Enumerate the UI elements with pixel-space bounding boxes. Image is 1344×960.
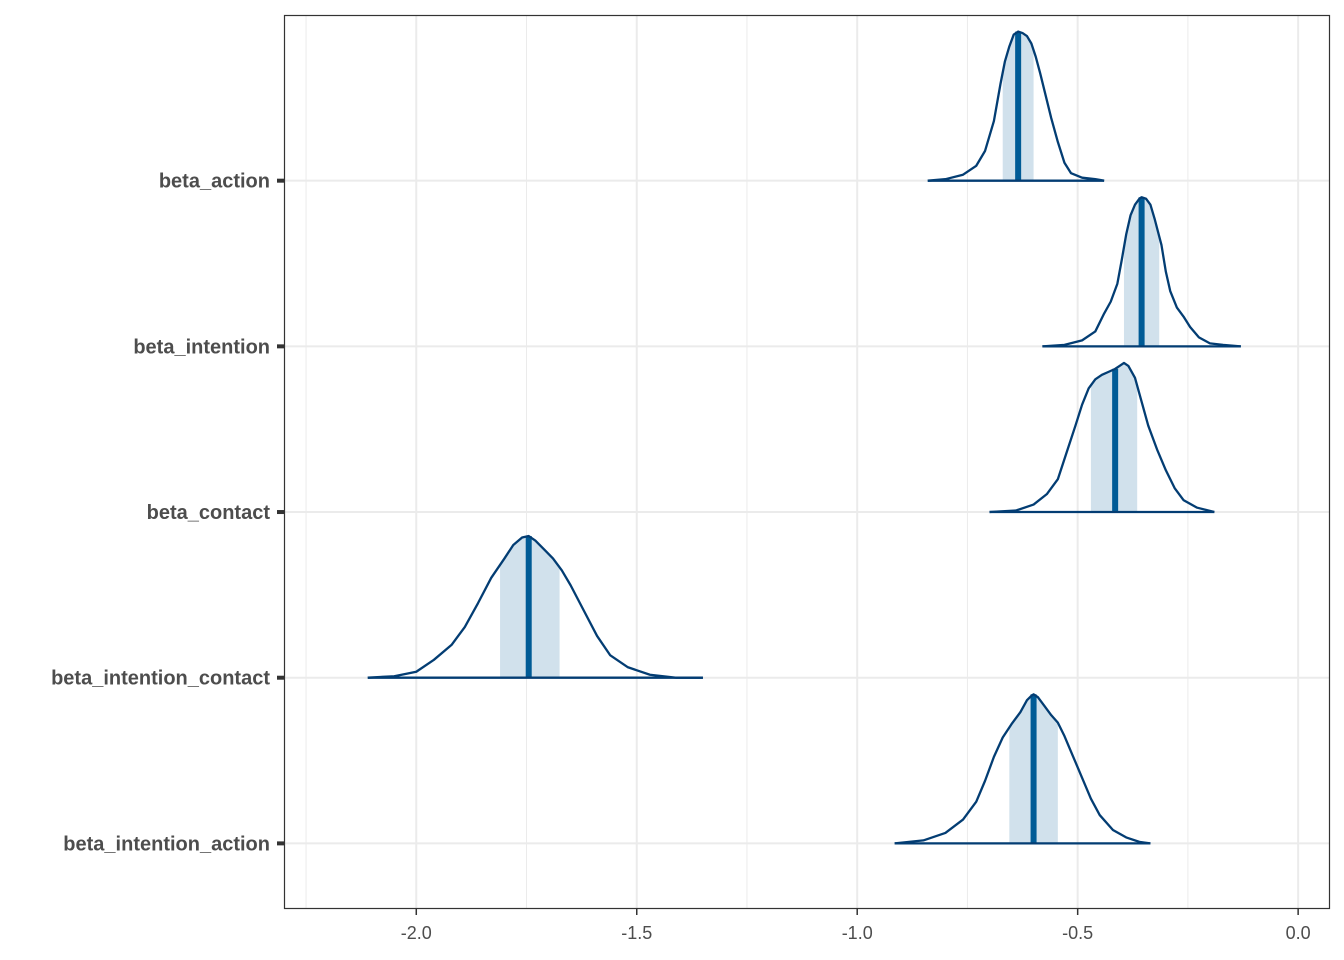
density-outline	[1042, 196, 1241, 348]
y-tick-label: beta_intention_contact	[51, 668, 270, 690]
ridge-beta-intention	[1042, 196, 1241, 348]
ridge-beta-intention-contact	[367, 534, 703, 679]
density-outline	[927, 30, 1105, 182]
y-tick-label: beta_intention_action	[63, 833, 270, 855]
x-tick-label: 0.0	[1286, 923, 1311, 943]
y-tick-label: beta_intention	[133, 336, 270, 358]
x-tick-label: -0.5	[1062, 923, 1093, 943]
ridge-beta-intention-action	[894, 693, 1151, 845]
x-tick-label: -1.5	[621, 923, 652, 943]
y-tick-label: beta_action	[159, 171, 270, 193]
y-axis: beta_action beta_intention beta_contactbet…	[51, 171, 284, 855]
ridge-beta-contact	[989, 361, 1215, 514]
panel-border	[283, 14, 1331, 910]
grid-lines	[284, 15, 1329, 908]
x-tick-label: -1.0	[842, 923, 873, 943]
ridges	[367, 30, 1241, 845]
x-axis: -2.0 -1.5 -1.0 -0.5 0.0	[401, 908, 1311, 943]
density-outline	[989, 361, 1215, 514]
ridge-beta-action	[927, 30, 1105, 182]
density-outline	[894, 693, 1151, 845]
density-outline	[367, 534, 703, 679]
x-tick-label: -2.0	[401, 923, 432, 943]
y-tick-label: beta_contact	[147, 502, 271, 524]
